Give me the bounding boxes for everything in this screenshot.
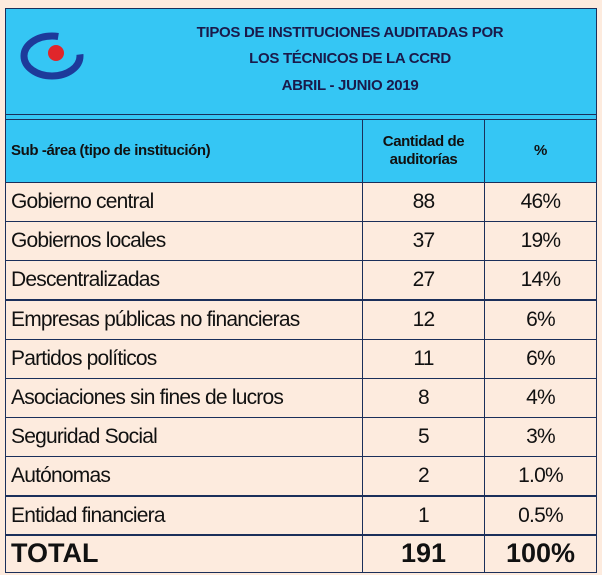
table-cell: Empresas públicas no financieras xyxy=(5,299,363,340)
table-cell: 11 xyxy=(362,338,485,379)
logo xyxy=(20,32,84,80)
table-cell: Autónomas xyxy=(5,456,363,497)
table-cell: 6% xyxy=(484,299,597,340)
table-cell: 191 xyxy=(362,534,485,573)
cell-text: Gobierno central xyxy=(11,190,154,213)
cell-text: TOTAL xyxy=(11,538,99,568)
table-cell: 88 xyxy=(362,182,485,222)
cell-text: 100% xyxy=(505,538,576,568)
table-cell: 19% xyxy=(484,221,597,262)
title-block xyxy=(5,8,597,116)
table-cell: 46% xyxy=(484,182,597,222)
cell-text: Asociaciones sin fines de lucros xyxy=(11,386,284,409)
logo-dot xyxy=(48,45,64,61)
cell-text: 46% xyxy=(520,190,561,213)
table-cell: Partidos políticos xyxy=(5,338,363,379)
table-cell: TOTAL xyxy=(5,534,363,573)
table-cell: Sub -área (tipo de institución) xyxy=(5,119,363,183)
cell-text: 2 xyxy=(418,464,430,488)
cell-text: 4% xyxy=(526,386,556,409)
table-cell: % xyxy=(484,119,597,183)
cell-text: 191 xyxy=(400,538,447,568)
table-cell: 6% xyxy=(484,338,597,379)
title-line: TIPOS DE INSTITUCIONES AUDITADAS POR xyxy=(196,24,504,41)
cell-text: Partidos políticos xyxy=(11,346,157,370)
table-cell: 5 xyxy=(362,417,485,458)
table-cell: 1 xyxy=(362,495,485,536)
table-cell: 14% xyxy=(484,260,597,301)
table-cell: 100% xyxy=(484,534,597,573)
title-line: LOS TÉCNICOS DE LA CCRD xyxy=(249,50,451,67)
cell-text: 1.0% xyxy=(518,464,563,488)
cell-text: 88 xyxy=(412,190,436,213)
cell-text: Cantidad de auditorías xyxy=(382,133,465,168)
table-cell: Gobierno central xyxy=(5,182,363,222)
table-cell: Seguridad Social xyxy=(5,417,363,458)
table-cell: 3% xyxy=(484,417,597,458)
cell-text: 12 xyxy=(412,307,436,331)
table-cell: 27 xyxy=(362,260,485,301)
cell-text: Empresas públicas no financieras xyxy=(11,307,300,331)
table-cell: 4% xyxy=(484,378,597,418)
table-cell: 1.0% xyxy=(484,456,597,497)
cell-text: Sub -área (tipo de institución) xyxy=(11,142,211,159)
table-cell: Descentralizadas xyxy=(5,260,363,301)
table-cell: 2 xyxy=(362,456,485,497)
table-cell: Cantidad de auditorías xyxy=(362,119,485,183)
table-cell: Entidad financiera xyxy=(5,495,363,536)
table-cell: 12 xyxy=(362,299,485,340)
table-cell: 8 xyxy=(362,378,485,418)
cell-text: Autónomas xyxy=(11,464,111,488)
cell-text: 6% xyxy=(526,346,556,370)
cell-text: % xyxy=(534,142,547,159)
cell-text: 11 xyxy=(413,346,434,370)
cell-text: 27 xyxy=(412,268,436,292)
cell-text: 14% xyxy=(520,268,561,292)
cell-text: Seguridad Social xyxy=(11,425,158,449)
cell-text: Descentralizadas xyxy=(11,268,160,292)
cell-text: 1 xyxy=(418,503,430,527)
cell-text: 0.5% xyxy=(518,503,563,527)
cell-text: 6% xyxy=(526,307,556,331)
cell-text: Gobiernos locales xyxy=(11,229,166,253)
logo-ring xyxy=(20,32,84,80)
title-line: ABRIL - JUNIO 2019 xyxy=(281,77,419,94)
cell-text: 19% xyxy=(520,229,561,253)
table-cell: 0.5% xyxy=(484,495,597,536)
table-cell: Asociaciones sin fines de lucros xyxy=(5,378,363,418)
cell-text: 37 xyxy=(412,229,436,253)
cell-text: Entidad financiera xyxy=(11,503,166,527)
table-cell: Gobiernos locales xyxy=(5,221,363,262)
table-cell: 37 xyxy=(362,221,485,262)
cell-text: 5 xyxy=(418,425,430,449)
cell-text: 3% xyxy=(526,425,556,449)
cell-text: 8 xyxy=(418,386,430,409)
